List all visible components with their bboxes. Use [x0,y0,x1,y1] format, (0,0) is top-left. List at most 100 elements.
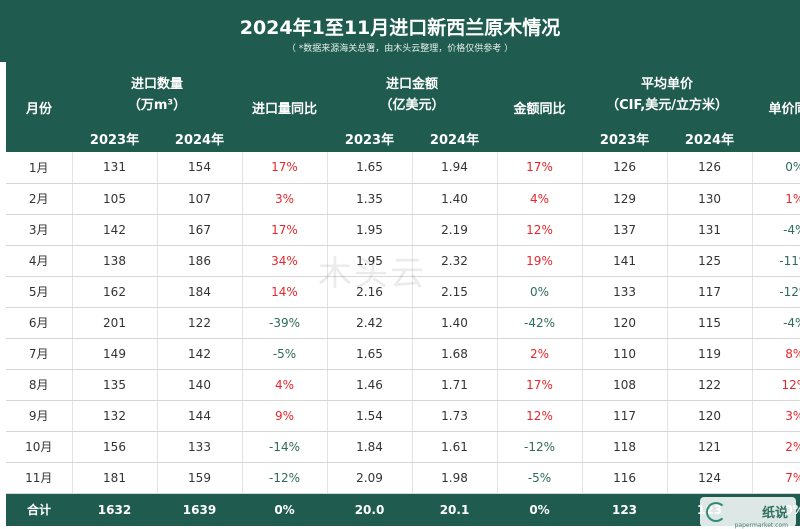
cell-volume-2023: 135 [72,369,158,401]
cell-month: 1月 [6,152,73,184]
cell-amount-2024: 1.73 [412,400,498,432]
cell-price-yoy: 8% [752,338,800,370]
cell-price-2024: 119 [667,338,753,370]
cell-amount-2024: 1.94 [412,152,498,184]
cell-amount-2023: 1.54 [327,400,413,432]
cell-price-2024: 121 [667,431,753,463]
header-price-title: 平均单价 [641,77,694,92]
cell-amount-yoy: 4% [497,183,583,215]
cell-volume-2024: 167 [157,214,243,246]
cell-month: 4月 [6,245,73,277]
cell-price-yoy: 7% [752,462,800,494]
cell-price-yoy: 1% [752,183,800,215]
table-footer: 合计 1632 1639 0% 20.0 20.1 0% 123 123 0% [6,493,800,526]
cell-price-2024: 124 [667,462,753,494]
total-amount-2024: 20.1 [412,493,498,526]
cell-amount-2024: 1.68 [412,338,498,370]
cell-amount-yoy: 17% [497,152,583,184]
total-row: 合计 1632 1639 0% 20.0 20.1 0% 123 123 0% [6,493,800,526]
cell-amount-yoy: -42% [497,307,583,339]
cell-amount-2024: 1.40 [412,307,498,339]
header-volume-2024: 2024年 [157,124,242,152]
total-volume-yoy: 0% [242,493,327,526]
cell-price-2024: 115 [667,307,753,339]
cell-month: 10月 [6,431,73,463]
cell-price-yoy: 3% [752,400,800,432]
cell-amount-yoy: -5% [497,462,583,494]
cell-volume-2024: 159 [157,462,243,494]
cell-price-yoy: -12% [752,276,800,308]
header-volume-title: 进口数量 [130,77,183,92]
cell-price-2024: 122 [667,369,753,401]
cell-month: 7月 [6,338,73,370]
cell-volume-yoy: -14% [242,431,328,463]
header-price-2023: 2023年 [582,124,668,152]
header-price: 平均单价 （CIF,美元/立方米） [582,62,753,124]
cell-price-2023: 141 [582,245,668,277]
logo-text: 纸说 [761,506,788,521]
cell-price-2024: 120 [667,400,753,432]
cell-month: 2月 [6,183,73,215]
cell-price-2023: 116 [582,462,668,494]
total-price-2023: 123 [582,493,668,526]
cell-month: 9月 [6,400,73,432]
cell-volume-yoy: 3% [242,183,328,215]
cell-volume-yoy: -12% [242,462,328,494]
cell-price-yoy: 0% [752,152,800,184]
cell-volume-2024: 122 [157,307,243,339]
cell-price-yoy: -4% [752,307,800,339]
cell-price-2023: 117 [582,400,668,432]
logo-sub: papermarket.com [734,522,788,529]
cell-price-2023: 110 [582,338,668,370]
cell-price-2024: 130 [667,183,753,215]
cell-amount-2024: 1.40 [412,183,498,215]
cell-price-yoy: 12% [752,369,800,401]
cell-volume-2023: 181 [72,462,158,494]
cell-month: 5月 [6,276,73,308]
cell-volume-2024: 186 [157,245,243,277]
cell-amount-2023: 1.65 [327,152,413,184]
cell-volume-2024: 144 [157,400,243,432]
total-volume-2023: 1632 [72,493,157,526]
cell-amount-2023: 1.65 [327,338,413,370]
cell-amount-2023: 1.35 [327,183,413,215]
cell-amount-yoy: -12% [497,431,583,463]
cell-amount-2024: 2.19 [412,214,498,246]
cell-volume-2023: 138 [72,245,158,277]
cell-volume-yoy: 4% [242,369,328,401]
page-title: 2024年1至11月进口新西兰原木情况 [239,17,561,39]
cell-price-2024: 131 [667,214,753,246]
cell-price-2023: 137 [582,214,668,246]
cell-price-2023: 120 [582,307,668,339]
header-price-unit: （CIF,美元/立方米） [606,98,728,113]
cell-amount-2023: 2.42 [327,307,413,339]
cell-volume-2023: 142 [72,214,158,246]
table-body: 1月13115417%1.651.9417%1261260%2月1051073%… [6,152,800,494]
cell-month: 11月 [6,462,73,494]
cell-amount-2023: 2.09 [327,462,413,494]
page-subtitle: （ *数据来源海关总署，由木头云整理，价格仅供参考 ） [286,44,514,54]
cell-volume-yoy: -5% [242,338,328,370]
cell-price-yoy: -11% [752,245,800,277]
cell-volume-2024: 107 [157,183,243,215]
cell-amount-yoy: 12% [497,400,583,432]
header-volume-unit: （万m³） [127,98,187,113]
title-bar: 2024年1至11月进口新西兰原木情况 （ *数据来源海关总署，由木头云整理，价… [0,0,800,62]
header-volume-2023: 2023年 [72,124,157,152]
cell-volume-2024: 154 [157,152,243,184]
import-table: 月份 进口数量 （万m³） 进口量同比 进口金额 （亿美元） 金额同比 平均单价… [6,62,800,526]
cell-amount-yoy: 12% [497,214,583,246]
header-amount-2024: 2024年 [412,124,498,152]
cell-volume-2023: 131 [72,152,158,184]
cell-price-yoy: 2% [752,431,800,463]
cell-volume-2024: 140 [157,369,243,401]
header-amount-unit: （亿美元） [379,98,445,113]
